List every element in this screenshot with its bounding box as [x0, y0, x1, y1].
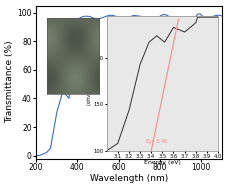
X-axis label: Wavelength (nm): Wavelength (nm) — [89, 174, 167, 184]
Y-axis label: Transmittance (%): Transmittance (%) — [5, 41, 15, 123]
